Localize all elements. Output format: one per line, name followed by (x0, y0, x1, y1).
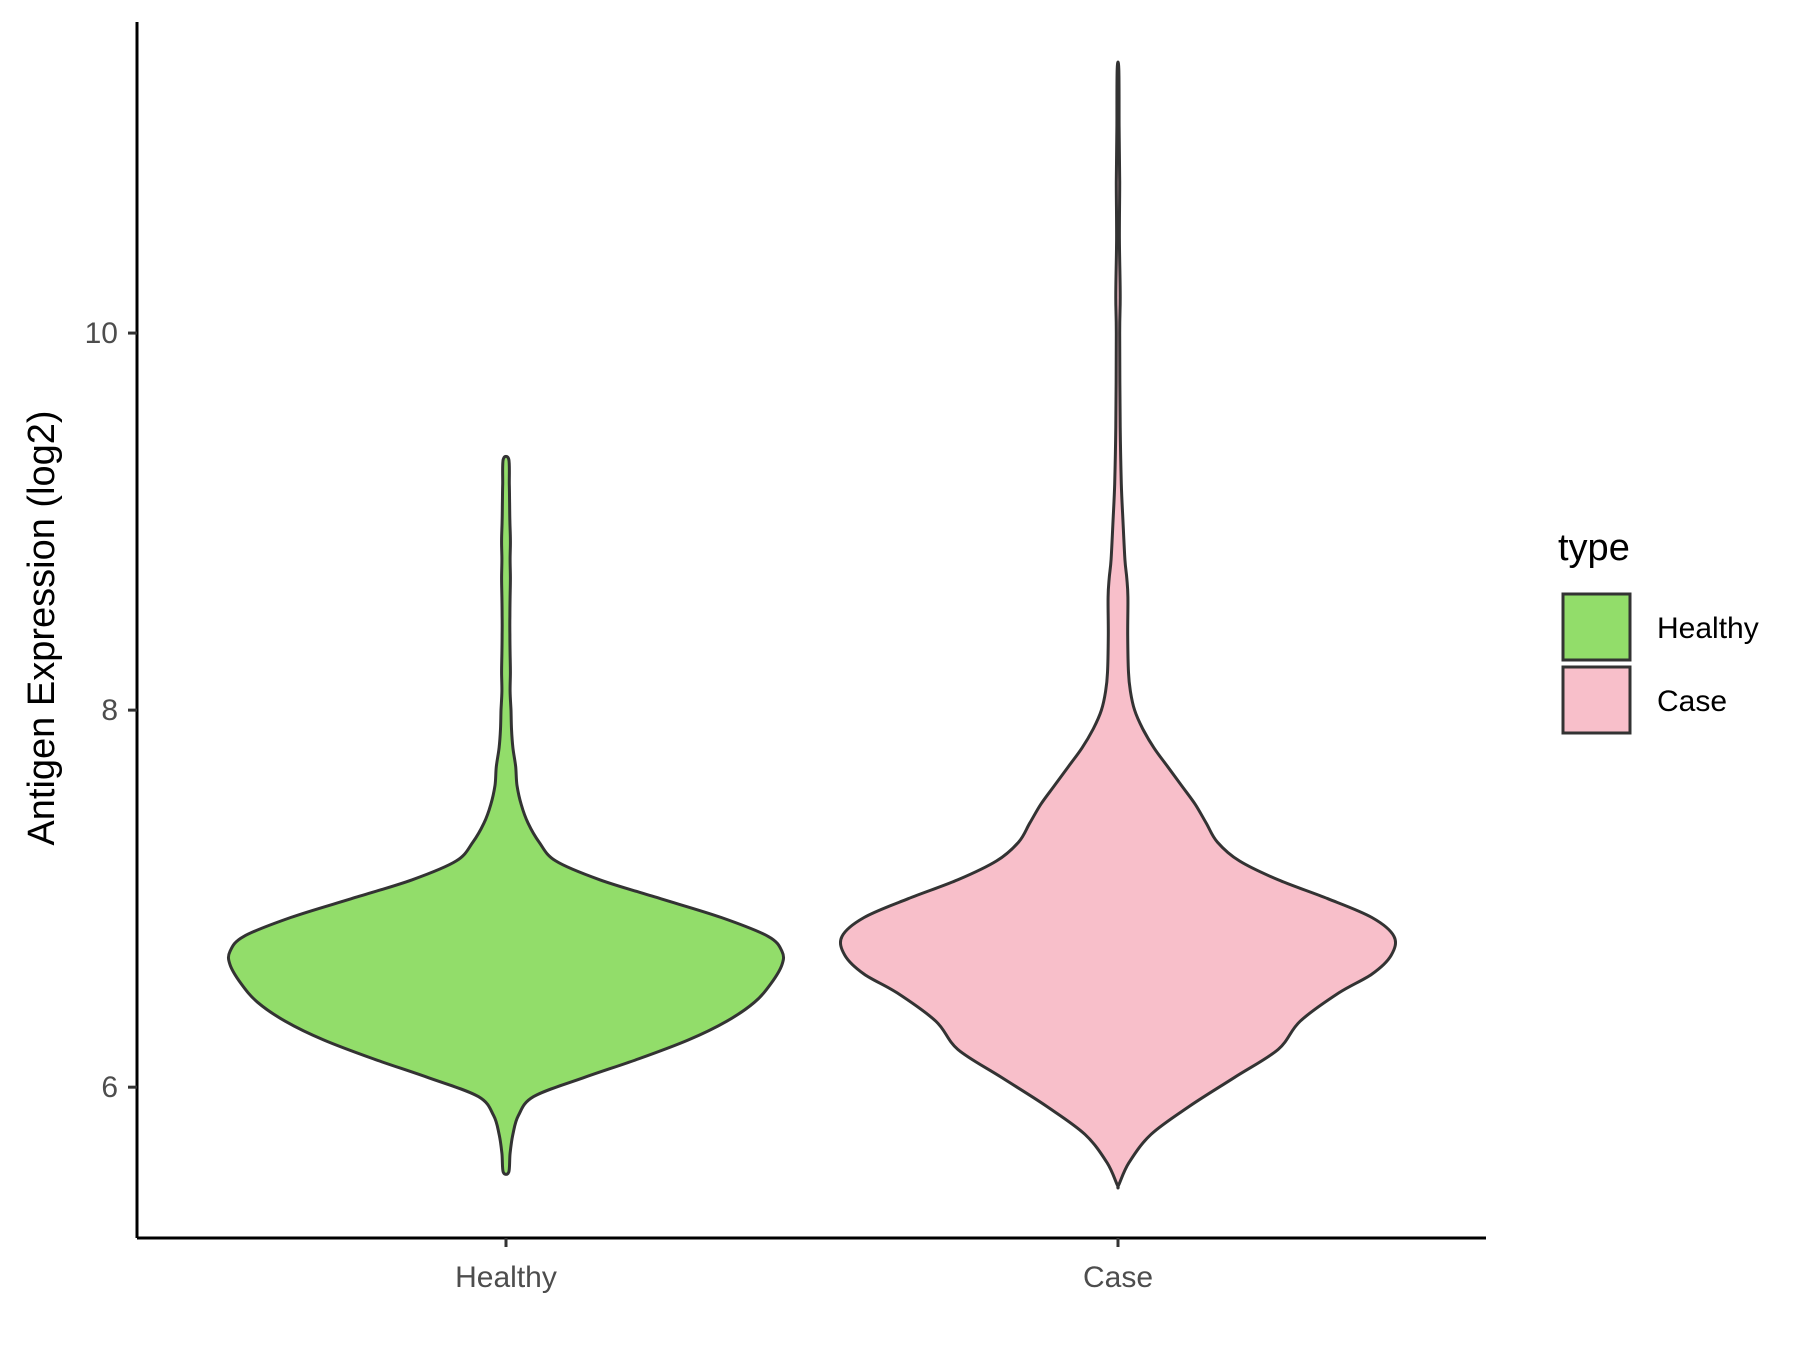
violin-layer (226, 60, 1397, 1190)
legend-label-case: Case (1657, 685, 1727, 718)
legend-title: type (1558, 527, 1630, 569)
y-axis-title: Antigen Expression (log2) (21, 410, 63, 845)
x-tick-label: Healthy (455, 1261, 557, 1294)
legend-swatch-case (1561, 665, 1632, 735)
violin-case (839, 60, 1397, 1190)
violin-healthy (226, 454, 786, 1176)
legend: type Healthy Case (1558, 527, 1759, 735)
x-ticks: Healthy Case (455, 1238, 1153, 1294)
y-ticks: 6 8 10 (85, 317, 137, 1104)
x-tick-label: Case (1083, 1261, 1153, 1294)
y-tick-label: 8 (101, 694, 118, 727)
axes-layer (135, 22, 1486, 1240)
y-tick-label: 6 (101, 1071, 118, 1104)
legend-swatch-healthy (1561, 592, 1632, 662)
legend-label-healthy: Healthy (1657, 612, 1759, 645)
y-tick-label: 10 (85, 317, 118, 350)
